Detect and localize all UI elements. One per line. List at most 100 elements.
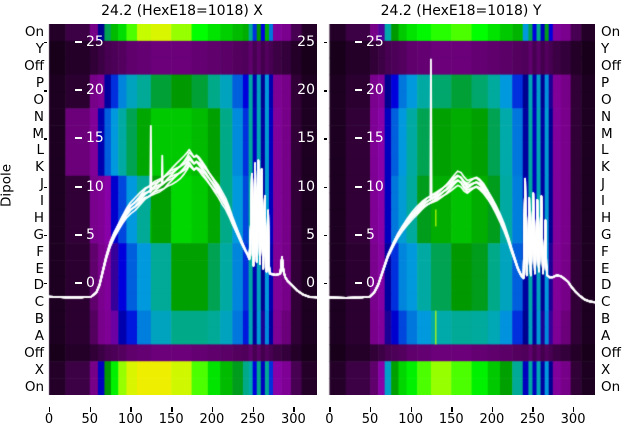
row-labels-right: On Y Off P O N M L K J I H G F E D C B A Off X On [601,0,640,440]
row-label-left-x-20: X [34,361,44,378]
ytick-dash-5 [355,233,362,236]
xtick-label-1-50: 50 [361,412,379,427]
ytick-label-20: 20 [366,82,384,99]
row-label-left-i-10: I [40,193,44,210]
row-label-left-m-6: M [32,125,44,142]
ytick-label-right-0: 0 [306,275,315,291]
row-label-right-m-6: M [601,125,613,142]
heatmap-panel-y: 25 20 15 10 5 0 [327,24,595,395]
ytick-outer-5 [44,234,47,237]
xtick-0-300 [293,407,295,412]
row-label-left-g-12: G [33,226,44,243]
row-label-left-on-0: On [24,24,44,41]
ytick-outer-0 [44,283,47,285]
ytick-outer-10 [44,186,47,188]
row-label-right-x-20: X [601,361,611,378]
ytick-dash-15 [355,137,362,140]
ytick-dash-25 [355,41,362,43]
row-label-left-y-1: Y [35,41,44,58]
xtick-0-100 [130,407,132,412]
ytick-outer-20 [324,90,327,92]
row-label-right-on-21: On [601,378,621,395]
ytick-outer-25 [44,42,47,44]
row-label-right-off-2: Off [601,58,621,75]
row-label-right-g-12: G [601,226,612,243]
ytick-label-25: 25 [86,34,104,50]
ytick-outer-0 [324,283,327,285]
xtick-label-0-0: 0 [44,412,54,427]
ytick-label-10: 10 [366,178,384,195]
row-label-left-l-7: L [36,142,44,159]
xtick-label-1-250: 250 [520,412,545,427]
row-label-left-on-21: On [24,378,44,395]
xtick-1-300 [573,407,575,412]
xtick-0-150 [171,407,173,412]
heatmap-panel-x: 25 25 20 20 15 15 10 10 5 5 0 0 [47,24,317,395]
xtick-0-200 [211,407,214,412]
ytick-label-5: 5 [366,226,375,243]
ytick-dash-0 [355,282,362,284]
xtick-1-250 [532,407,534,412]
row-label-left-h-11: H [33,209,44,226]
xtick-label-1-100: 100 [398,412,424,427]
xtick-label-0-300: 300 [280,412,306,427]
xtick-label-0-200: 200 [199,412,225,427]
row-label-right-e-14: E [601,260,610,277]
xtick-0-250 [252,407,255,412]
ytick-dash-20 [355,89,362,92]
row-label-left-d-15: D [33,277,44,294]
xtick-1-200 [491,407,494,412]
xtick-0-0 [49,407,51,412]
row-label-right-d-15: D [601,277,612,294]
row-label-left-n-5: N [33,108,44,125]
ytick-label-15: 15 [86,130,104,147]
row-label-left-b-17: B [34,311,44,328]
row-label-left-off-19: Off [24,344,44,361]
xtick-label-0-50: 50 [81,412,99,427]
row-label-left-k-8: K [35,159,44,176]
row-label-right-off-19: Off [601,344,621,361]
ytick-outer-15 [44,138,47,140]
row-label-left-c-16: C [34,294,44,311]
row-label-right-j-9: J [601,176,605,193]
row-label-right-on-0: On [601,24,621,41]
ytick-label-right-20: 20 [297,82,315,99]
xtick-label-1-200: 200 [479,412,505,427]
xtick-1-150 [451,407,453,412]
panel-title-y: 24.2 (HexE18=1018) Y [380,3,542,19]
row-label-right-y-1: Y [601,41,610,58]
row-label-right-f-13: F [601,243,609,260]
xtick-1-100 [410,407,413,412]
ytick-label-5: 5 [86,226,95,243]
ytick-label-right-15: 15 [297,130,315,147]
ytick-dash-10 [75,185,82,188]
ytick-label-10: 10 [86,178,104,195]
row-label-left-o-4: O [33,91,44,108]
ytick-label-right-5: 5 [306,226,315,243]
ytick-outer-25 [324,42,327,44]
ytick-outer-15 [324,138,327,140]
xtick-label-1-0: 0 [325,412,334,427]
ytick-label-15: 15 [366,130,384,147]
row-label-left-j-9: J [40,176,44,193]
ytick-dash-5 [75,233,82,236]
ytick-dash-10 [355,185,362,188]
xtick-label-0-100: 100 [118,412,143,427]
ytick-dash-15 [75,137,82,140]
row-label-right-b-17: B [601,311,611,328]
row-label-left-f-13: F [36,243,44,260]
ytick-label-0: 0 [86,275,95,291]
row-label-right-l-7: L [601,142,609,159]
ytick-dash-25 [75,41,82,43]
ytick-label-0: 0 [366,275,375,291]
heatmap-canvas-y [327,24,595,395]
row-label-left-e-14: E [35,260,44,277]
row-label-right-o-4: O [601,91,612,108]
xtick-label-0-250: 250 [240,412,266,427]
row-label-left-off-2: Off [24,58,44,75]
ytick-label-20: 20 [86,82,104,99]
xtick-1-0 [329,407,331,412]
row-label-right-n-5: N [601,108,612,125]
heatmap-canvas-x [47,24,317,395]
